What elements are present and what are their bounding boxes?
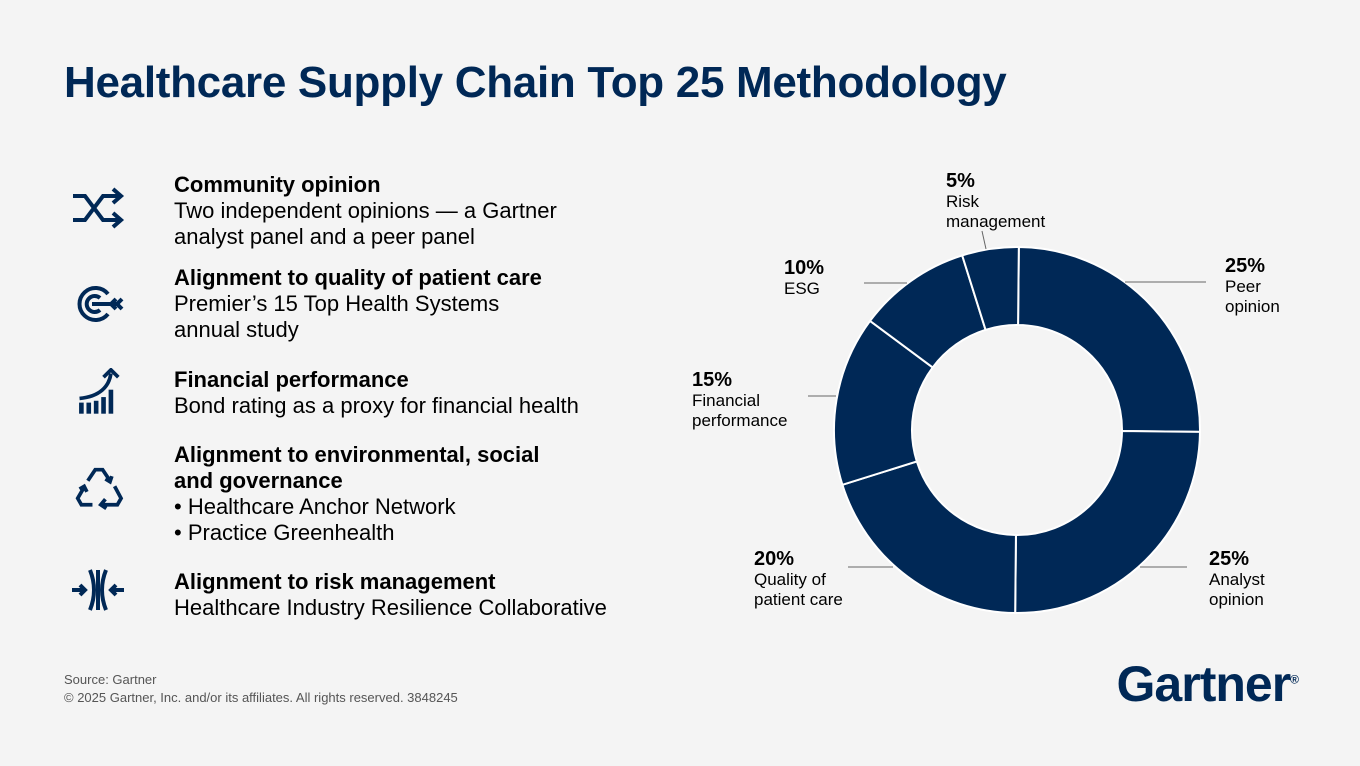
donut-slice-quality-of-patient-care bbox=[841, 460, 1017, 615]
slice-name: Risk management bbox=[946, 192, 1046, 231]
criterion-description: Two independent opinions — a Gartner bbox=[174, 198, 557, 223]
slice-label-analyst: 25% Analyst opinion bbox=[1209, 548, 1289, 610]
slice-name: Quality of patient care bbox=[754, 570, 843, 609]
criterion-title: Alignment to environmental, social bbox=[174, 442, 540, 467]
criterion-bullet: • Healthcare Anchor Network bbox=[174, 494, 456, 519]
slice-value: 10% bbox=[784, 257, 825, 279]
criterion-title: Community opinion bbox=[174, 172, 381, 197]
recycle-icon bbox=[75, 467, 124, 510]
slice-value: 5% bbox=[946, 170, 975, 192]
leader-lines bbox=[808, 230, 1206, 568]
target-arrow-icon bbox=[77, 286, 124, 322]
slice-label-quality: 20% Quality of patient care bbox=[754, 548, 874, 610]
criterion-description: Premier’s 15 Top Health Systems bbox=[174, 291, 500, 316]
criterion-title: Financial performance bbox=[174, 367, 409, 392]
slice-label-financial: 15% Financial performance bbox=[692, 369, 812, 431]
resilience-icon bbox=[72, 569, 124, 611]
gartner-logo: Gartner® bbox=[1116, 656, 1299, 712]
slice-label-esg: 10% ESG bbox=[784, 257, 824, 299]
criterion-bullet: • Practice Greenhealth bbox=[174, 520, 395, 545]
leader-line-risk bbox=[981, 230, 987, 250]
slice-value: 15% bbox=[692, 369, 733, 391]
criterion-description: Healthcare Industry Resilience Collabora… bbox=[174, 595, 607, 620]
criterion-esg: Alignment to environmental, social and g… bbox=[174, 442, 540, 546]
slice-label-risk: 5% Risk management bbox=[946, 170, 1056, 232]
source-note: Source: Gartner bbox=[64, 672, 157, 687]
criterion-risk-management: Alignment to risk management Healthcare … bbox=[174, 569, 607, 621]
criterion-financial-performance: Financial performance Bond rating as a p… bbox=[174, 367, 579, 419]
criterion-title: Alignment to risk management bbox=[174, 569, 496, 594]
criterion-community-opinion: Community opinion Two independent opinio… bbox=[174, 172, 557, 250]
criterion-description: annual study bbox=[174, 317, 299, 342]
criterion-title: Alignment to quality of patient care bbox=[174, 265, 542, 290]
criterion-quality-of-care: Alignment to quality of patient care Pre… bbox=[174, 265, 542, 343]
growth-chart-icon bbox=[79, 368, 120, 414]
shuffle-icon bbox=[73, 187, 125, 229]
slice-label-peer: 25% Peer opinion bbox=[1225, 255, 1305, 317]
slice-value: 25% bbox=[1209, 548, 1250, 570]
criterion-description: analyst panel and a peer panel bbox=[174, 224, 475, 249]
slice-name: Financial performance bbox=[692, 391, 788, 430]
slice-value: 25% bbox=[1225, 255, 1266, 277]
slice-name: Analyst opinion bbox=[1209, 570, 1265, 609]
slice-name: ESG bbox=[784, 279, 820, 298]
page-title: Healthcare Supply Chain Top 25 Methodolo… bbox=[64, 58, 1007, 107]
criterion-description: Bond rating as a proxy for financial hea… bbox=[174, 393, 579, 418]
copyright: © 2025 Gartner, Inc. and/or its affiliat… bbox=[64, 690, 458, 705]
donut-slice-risk-management bbox=[960, 246, 1020, 332]
criterion-title: and governance bbox=[174, 468, 343, 493]
donut-slice-analyst-opinion bbox=[1014, 430, 1202, 614]
donut-slice-peer-opinion bbox=[1017, 245, 1201, 433]
slice-value: 20% bbox=[754, 548, 795, 570]
slice-name: Peer opinion bbox=[1225, 277, 1280, 316]
